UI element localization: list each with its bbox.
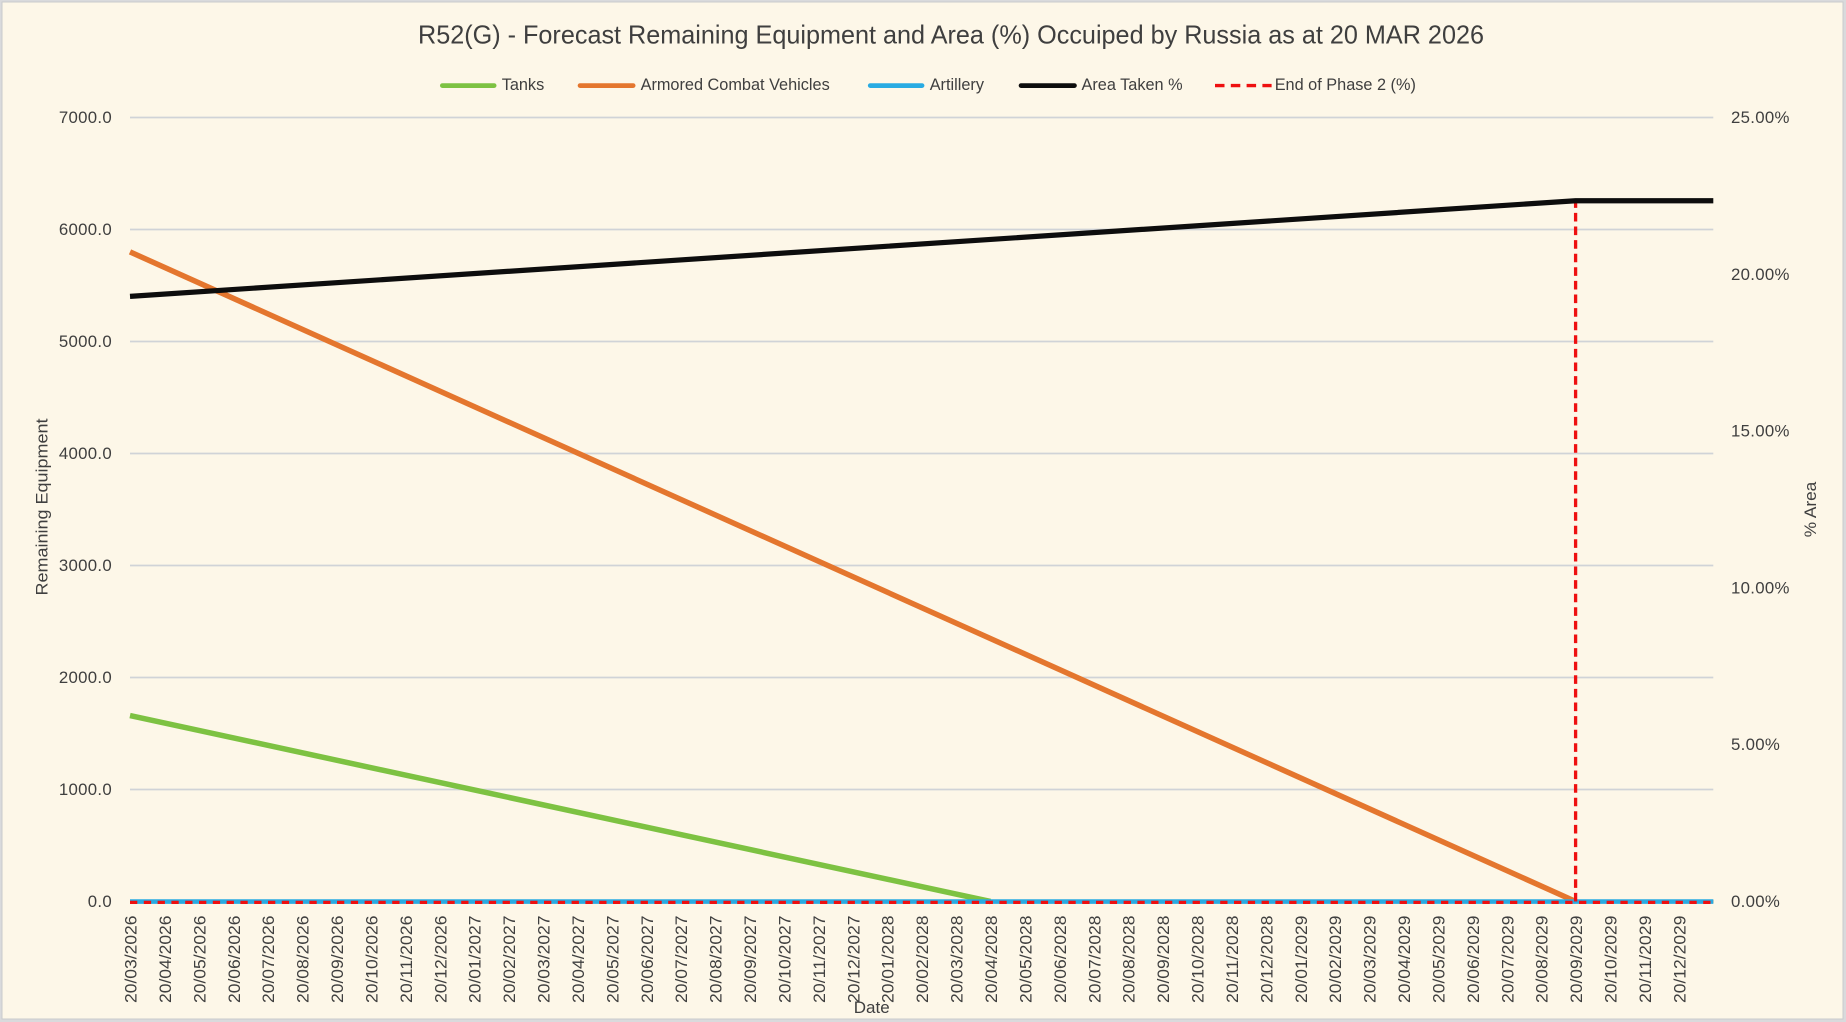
svg-text:20/12/2027: 20/12/2027 <box>844 916 863 1004</box>
svg-text:20/03/2028: 20/03/2028 <box>948 916 967 1004</box>
svg-text:20/03/2026: 20/03/2026 <box>122 916 141 1004</box>
svg-text:20/11/2027: 20/11/2027 <box>810 916 829 1004</box>
svg-text:10.00%: 10.00% <box>1731 579 1790 598</box>
svg-text:6000.0: 6000.0 <box>59 220 112 239</box>
svg-text:20/08/2026: 20/08/2026 <box>294 916 313 1004</box>
svg-text:20/05/2029: 20/05/2029 <box>1430 916 1449 1004</box>
svg-text:20/09/2028: 20/09/2028 <box>1154 916 1173 1004</box>
svg-text:20/04/2026: 20/04/2026 <box>156 916 175 1004</box>
svg-text:25.00%: 25.00% <box>1731 108 1790 127</box>
svg-text:20.00%: 20.00% <box>1731 265 1790 284</box>
svg-text:20/02/2027: 20/02/2027 <box>500 916 519 1004</box>
svg-text:20/06/2029: 20/06/2029 <box>1464 916 1483 1004</box>
svg-text:20/07/2028: 20/07/2028 <box>1085 916 1104 1004</box>
svg-text:5000.0: 5000.0 <box>59 332 112 351</box>
svg-text:20/01/2027: 20/01/2027 <box>466 916 485 1004</box>
svg-text:Remaining Equipment: Remaining Equipment <box>32 418 51 595</box>
svg-text:% Area: % Area <box>1801 481 1820 537</box>
svg-text:20/04/2028: 20/04/2028 <box>982 916 1001 1004</box>
svg-text:20/08/2027: 20/08/2027 <box>707 916 726 1004</box>
svg-text:20/06/2026: 20/06/2026 <box>225 916 244 1004</box>
svg-text:20/01/2029: 20/01/2029 <box>1292 916 1311 1004</box>
svg-text:15.00%: 15.00% <box>1731 422 1790 441</box>
svg-text:20/11/2028: 20/11/2028 <box>1223 916 1242 1004</box>
svg-text:20/07/2027: 20/07/2027 <box>672 916 691 1004</box>
svg-text:20/09/2027: 20/09/2027 <box>741 916 760 1004</box>
svg-text:20/03/2027: 20/03/2027 <box>535 916 554 1004</box>
svg-text:3000.0: 3000.0 <box>59 556 112 575</box>
svg-text:20/10/2027: 20/10/2027 <box>776 916 795 1004</box>
svg-text:20/05/2026: 20/05/2026 <box>190 916 209 1004</box>
svg-text:20/04/2027: 20/04/2027 <box>569 916 588 1004</box>
svg-text:20/11/2029: 20/11/2029 <box>1636 916 1655 1004</box>
svg-text:1000.0: 1000.0 <box>59 780 112 799</box>
svg-text:20/02/2028: 20/02/2028 <box>913 916 932 1004</box>
svg-text:20/12/2026: 20/12/2026 <box>431 916 450 1004</box>
svg-text:4000.0: 4000.0 <box>59 444 112 463</box>
svg-text:20/10/2026: 20/10/2026 <box>362 916 381 1004</box>
svg-text:20/12/2028: 20/12/2028 <box>1257 916 1276 1004</box>
svg-text:20/01/2028: 20/01/2028 <box>879 916 898 1004</box>
svg-text:20/08/2029: 20/08/2029 <box>1533 916 1552 1004</box>
svg-text:Area Taken %: Area Taken % <box>1082 76 1183 94</box>
svg-text:Tanks: Tanks <box>502 76 545 94</box>
svg-text:7000.0: 7000.0 <box>59 108 112 127</box>
svg-text:20/07/2026: 20/07/2026 <box>259 916 278 1004</box>
svg-text:20/12/2029: 20/12/2029 <box>1670 916 1689 1004</box>
svg-text:20/05/2028: 20/05/2028 <box>1016 916 1035 1004</box>
svg-text:Artillery: Artillery <box>930 76 985 94</box>
svg-text:2000.0: 2000.0 <box>59 668 112 687</box>
svg-text:20/04/2029: 20/04/2029 <box>1395 916 1414 1004</box>
svg-text:20/11/2026: 20/11/2026 <box>397 916 416 1004</box>
svg-text:0.0: 0.0 <box>88 892 112 911</box>
svg-text:20/08/2028: 20/08/2028 <box>1120 916 1139 1004</box>
svg-text:0.00%: 0.00% <box>1731 892 1780 911</box>
svg-text:20/10/2029: 20/10/2029 <box>1602 916 1621 1004</box>
svg-text:20/06/2027: 20/06/2027 <box>638 916 657 1004</box>
svg-text:R52(G) - Forecast Remaining Eq: R52(G) - Forecast Remaining Equipment an… <box>418 20 1484 50</box>
svg-text:20/03/2029: 20/03/2029 <box>1361 916 1380 1004</box>
svg-text:20/06/2028: 20/06/2028 <box>1051 916 1070 1004</box>
svg-text:End of Phase 2 (%): End of Phase 2 (%) <box>1275 76 1416 94</box>
svg-text:5.00%: 5.00% <box>1731 735 1780 754</box>
svg-text:Date: Date <box>854 998 890 1017</box>
svg-text:20/09/2029: 20/09/2029 <box>1567 916 1586 1004</box>
svg-text:20/10/2028: 20/10/2028 <box>1189 916 1208 1004</box>
svg-text:20/07/2029: 20/07/2029 <box>1498 916 1517 1004</box>
svg-text:20/05/2027: 20/05/2027 <box>603 916 622 1004</box>
svg-text:Armored Combat Vehicles: Armored Combat Vehicles <box>641 76 830 94</box>
svg-text:20/02/2029: 20/02/2029 <box>1326 916 1345 1004</box>
svg-text:20/09/2026: 20/09/2026 <box>328 916 347 1004</box>
